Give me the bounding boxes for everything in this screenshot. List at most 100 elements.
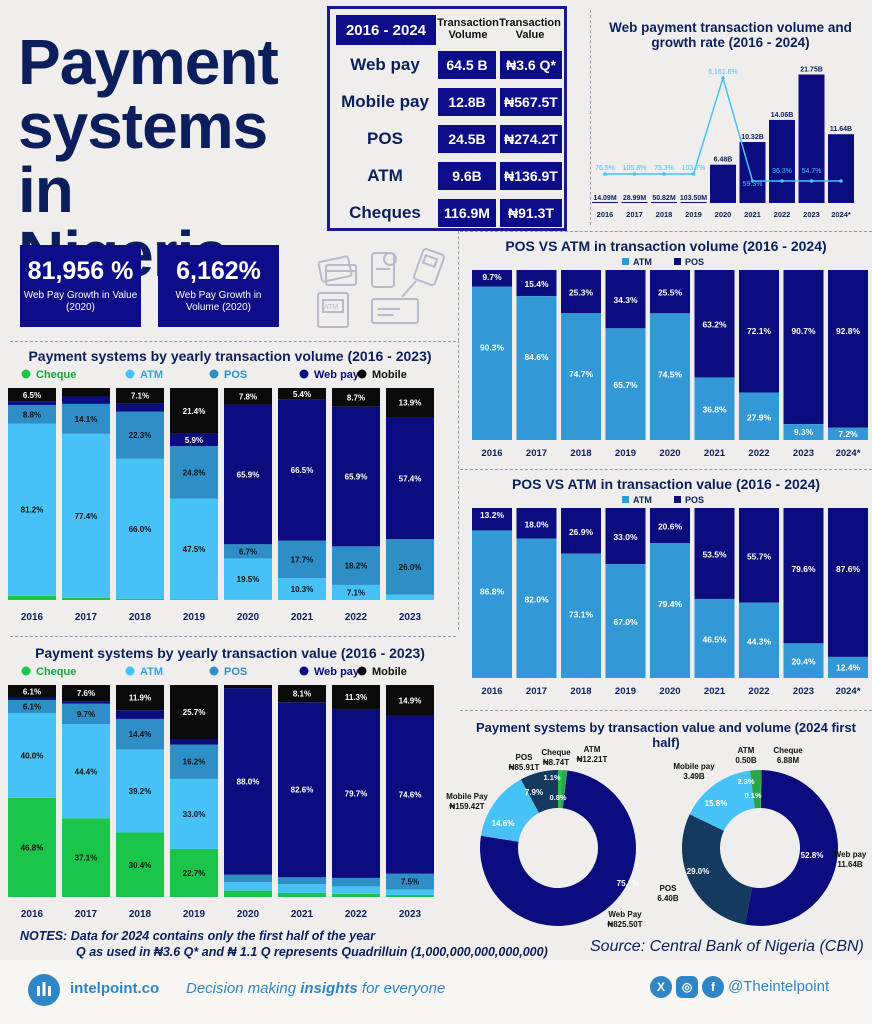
slice-amount: ₦85.91T bbox=[509, 763, 540, 772]
data-label: 37.1% bbox=[75, 854, 98, 863]
bar-cheque bbox=[116, 598, 164, 600]
bar-pos bbox=[170, 446, 218, 499]
bar-pos bbox=[739, 270, 779, 393]
growth-label: 59.3% bbox=[743, 181, 763, 188]
legend-dot bbox=[299, 369, 309, 379]
bar-pos bbox=[694, 508, 735, 599]
legend-label: Mobile bbox=[372, 666, 407, 678]
data-label: 50.82M bbox=[652, 195, 676, 202]
tick-label: 2022 bbox=[774, 210, 791, 219]
data-label: 82.6% bbox=[291, 786, 314, 795]
point bbox=[839, 179, 843, 183]
bar-pos bbox=[783, 270, 824, 425]
growth-label: 6,161.6% bbox=[708, 69, 738, 76]
bar-atm bbox=[116, 458, 164, 599]
bar-pos bbox=[62, 703, 110, 725]
data-label: 14.09M bbox=[593, 195, 617, 202]
bar-pos bbox=[828, 270, 868, 428]
pos-atm-value-chart: ATM POS 13.2% 86.8% 2016 18.0% 82.0% 2017 26.9% 7… bbox=[472, 495, 868, 697]
data-label: 5.9% bbox=[185, 436, 203, 445]
bar-atm bbox=[694, 377, 735, 440]
legend-pos: POS bbox=[685, 495, 704, 505]
divider bbox=[460, 469, 872, 470]
bar-pos bbox=[739, 508, 779, 603]
social-handle[interactable]: @Theintelpoint bbox=[728, 978, 830, 995]
data-label-pos: 25.5% bbox=[658, 288, 683, 298]
data-label-atm: 27.9% bbox=[747, 412, 772, 422]
bar-atm bbox=[386, 594, 434, 600]
bar bbox=[828, 134, 854, 203]
bar-pos bbox=[472, 508, 512, 531]
brand-link[interactable]: intelpoint.co bbox=[70, 980, 160, 997]
data-label: 39.2% bbox=[129, 787, 152, 796]
legend-dot bbox=[357, 369, 367, 379]
bar-pos bbox=[386, 539, 434, 595]
data-label: 81.2% bbox=[21, 506, 44, 515]
bar-atm bbox=[561, 553, 601, 678]
tick-label: 2016 bbox=[21, 612, 44, 623]
pct-label: 7.9% bbox=[525, 788, 543, 797]
tick-label: 2017 bbox=[75, 612, 98, 623]
data-label: 7.1% bbox=[131, 392, 149, 401]
bar bbox=[769, 119, 795, 203]
data-label-pos: 25.3% bbox=[569, 288, 594, 298]
slice-amount: ₦159.42T bbox=[449, 802, 484, 811]
bar bbox=[798, 74, 825, 204]
bar-cheque bbox=[116, 832, 164, 897]
pos-atm-volume-title: POS VS ATM in transaction volume (2016 -… bbox=[505, 238, 827, 254]
tick-label: 2022 bbox=[345, 612, 368, 623]
bar-pos bbox=[332, 877, 380, 887]
data-label: 17.7% bbox=[291, 555, 314, 564]
pct-label: 29.0% bbox=[687, 867, 710, 876]
bar-pos bbox=[828, 508, 868, 657]
point bbox=[809, 179, 814, 183]
divider bbox=[458, 340, 459, 630]
bar-atm bbox=[650, 313, 690, 440]
bar-web-pay bbox=[386, 417, 434, 540]
note-1: Data for 2024 contains only the first ha… bbox=[70, 929, 375, 943]
legend-atm: ATM bbox=[633, 257, 652, 267]
bar-pos bbox=[783, 508, 824, 644]
slice-amount: ₦825.50T bbox=[607, 920, 642, 929]
bar-atm bbox=[8, 712, 56, 798]
slice-name: Web pay bbox=[834, 850, 867, 859]
tick-label: 2018 bbox=[129, 909, 152, 920]
slice-amount: 11.64B bbox=[837, 860, 863, 869]
instagram-icon[interactable]: ◎ bbox=[676, 976, 698, 998]
x-social-icon[interactable]: X bbox=[650, 976, 672, 998]
bar-web-pay bbox=[332, 708, 380, 878]
bar-web-pay bbox=[278, 702, 326, 878]
tick-label: 2020 bbox=[659, 448, 680, 459]
bar-mobile bbox=[278, 388, 326, 400]
bar-web-pay bbox=[62, 701, 110, 704]
bar-atm bbox=[694, 598, 735, 678]
tick-label: 2016 bbox=[481, 448, 502, 459]
facebook-icon[interactable]: f bbox=[702, 976, 724, 998]
data-label-atm: 46.5% bbox=[702, 634, 727, 644]
title-line-1: Payment bbox=[18, 26, 279, 98]
bar-pos bbox=[116, 411, 164, 459]
slice-amount: 6.88M bbox=[777, 756, 800, 765]
data-label-pos: 15.4% bbox=[524, 279, 549, 289]
slice-amount: 6.40B bbox=[657, 894, 679, 903]
tick-label: 2016 bbox=[481, 686, 502, 697]
summary-value-cell: ₦274.2T bbox=[500, 125, 562, 153]
webpay-chart: 14.09M 2016 28.99M 2017 50.82M 2018 103.50M 201… bbox=[592, 66, 854, 219]
legend-label: Mobile bbox=[372, 369, 407, 381]
tick-label: 2023 bbox=[399, 612, 422, 623]
data-label: 13.9% bbox=[399, 399, 422, 408]
bar-atm bbox=[828, 427, 868, 440]
tick-label: 2017 bbox=[626, 210, 643, 219]
bar-mobile bbox=[170, 388, 218, 434]
bar-pos bbox=[561, 508, 601, 554]
data-label-atm: 86.8% bbox=[480, 586, 505, 596]
data-label-atm: 20.4% bbox=[791, 657, 816, 667]
summary-value-cell: ₦567.5T bbox=[500, 88, 562, 116]
data-label-atm: 12.4% bbox=[836, 662, 861, 672]
data-label: 103.50M bbox=[680, 195, 707, 202]
bar-pos bbox=[224, 544, 272, 559]
tagline-pre: Decision making bbox=[186, 980, 301, 997]
summary-col-volume: Transaction Volume bbox=[437, 17, 499, 41]
bar-mobile bbox=[116, 388, 164, 404]
data-label-pos: 18.0% bbox=[524, 519, 549, 529]
